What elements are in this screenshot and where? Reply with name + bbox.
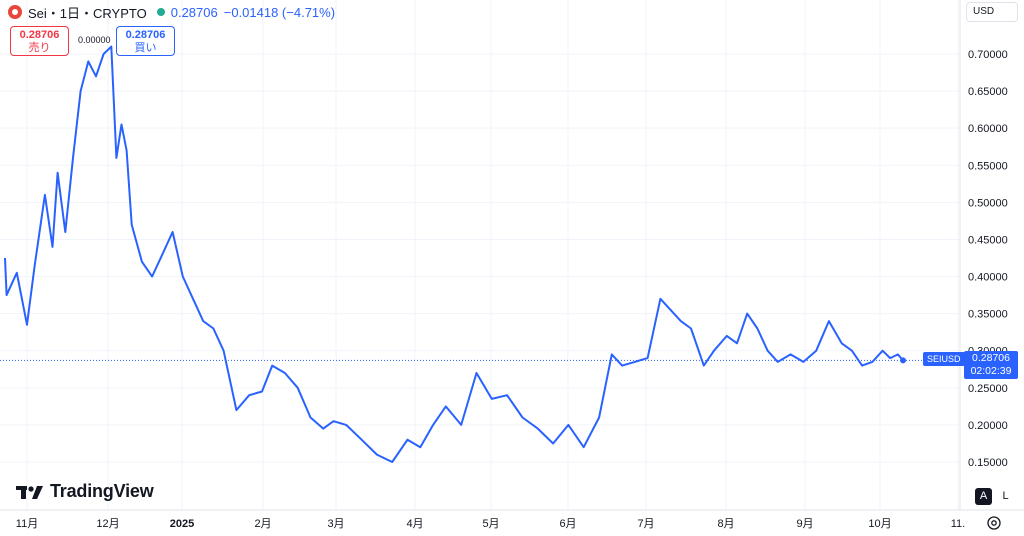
x-tick-label: 2月	[254, 518, 271, 530]
y-tick-label: 0.15000	[968, 457, 1008, 469]
chart-grid	[0, 0, 960, 510]
y-tick-label: 0.40000	[968, 272, 1008, 284]
market-status-icon	[156, 8, 165, 16]
y-tick-label: 0.25000	[968, 383, 1008, 395]
y-tick-label: 0.35000	[968, 309, 1008, 321]
y-tick-label: 0.55000	[968, 160, 1008, 172]
buy-button[interactable]: 0.28706 買い	[116, 26, 175, 56]
bar-countdown: 02:02:39	[970, 365, 1012, 377]
y-tick-label: 0.50000	[968, 197, 1008, 209]
tradingview-logo-icon	[16, 485, 43, 499]
price-axis[interactable]: 0.150000.200000.250000.300000.350000.400…	[968, 49, 1008, 469]
y-tick-label: 0.45000	[968, 234, 1008, 246]
tradingview-logo[interactable]: TradingView	[16, 481, 154, 502]
last-price-value: 0.28706	[972, 352, 1010, 364]
last-price-dot	[899, 357, 906, 364]
x-tick-label: 11.	[951, 518, 965, 530]
series-line	[4, 45, 904, 463]
log-scale-button[interactable]: L	[1002, 490, 1009, 502]
x-tick-label: 2025	[170, 518, 194, 530]
buy-label: 買い	[134, 42, 157, 54]
symbol-title[interactable]: Sei・1日・CRYPTO	[28, 5, 147, 21]
x-tick-label: 6月	[559, 518, 576, 530]
y-tick-label: 0.60000	[968, 123, 1008, 135]
header-price: 0.28706	[170, 4, 218, 20]
time-axis[interactable]: 11月 12月 2025 2月 3月 4月 5月 6月 7月 8月 9月 10月 11.	[16, 518, 965, 530]
x-tick-label: 11月	[16, 518, 38, 530]
y-tick-label: 0.65000	[968, 86, 1008, 98]
x-tick-label: 12月	[96, 518, 119, 530]
sell-label: 売り	[28, 42, 51, 54]
sell-button[interactable]: 0.28706 売り	[10, 26, 69, 56]
last-price-label: 0.28706 02:02:39	[964, 351, 1018, 379]
sei-logo-icon	[8, 5, 22, 19]
spread-value: 0.00000	[78, 35, 111, 45]
symbol-header: Sei・1日・CRYPTO 0.28706 −0.01418 (−4.71%)	[8, 3, 335, 21]
y-tick-label: 0.70000	[968, 49, 1008, 61]
y-tick-label: 0.20000	[968, 420, 1008, 432]
logo-text: TradingView	[50, 481, 154, 501]
buy-price: 0.28706	[125, 29, 166, 41]
auto-scale-button[interactable]: A	[975, 488, 992, 505]
x-tick-label: 5月	[482, 518, 499, 530]
x-tick-label: 8月	[717, 518, 734, 530]
settings-gear-icon[interactable]	[985, 514, 1003, 532]
sell-price: 0.28706	[19, 29, 60, 41]
x-tick-label: 10月	[868, 518, 891, 530]
symbol-price-tag: SEIUSD	[923, 352, 965, 366]
x-tick-label: 3月	[327, 518, 344, 530]
x-tick-label: 9月	[796, 518, 813, 530]
currency-select[interactable]: USD	[966, 2, 1018, 22]
x-tick-label: 7月	[637, 518, 654, 530]
x-tick-label: 4月	[406, 518, 423, 530]
header-change: −0.01418 (−4.71%)	[223, 4, 336, 20]
